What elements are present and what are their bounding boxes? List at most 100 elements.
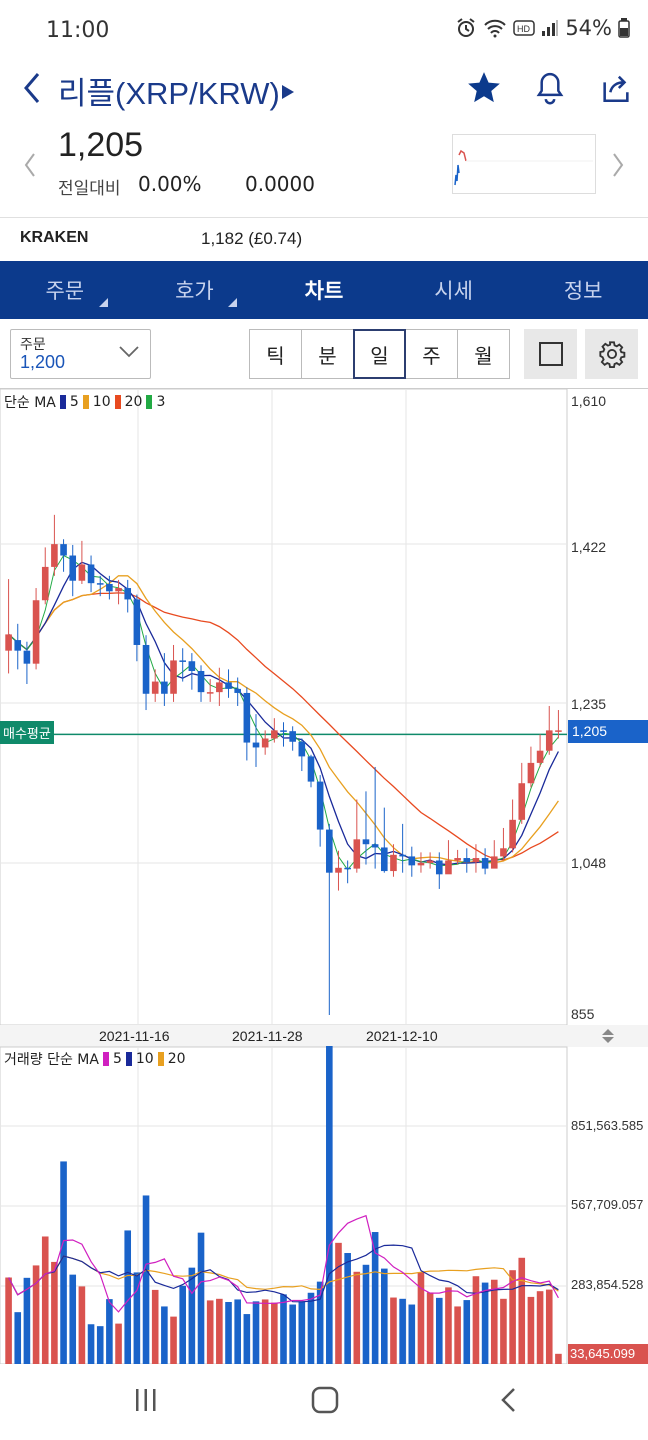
order-dropdown[interactable]: 주문 1,200 [10,329,151,379]
exchange-name: KRAKEN [20,229,89,246]
main-tabs: 주문 호가 차트 시세 정보 [0,261,648,319]
back-icon[interactable] [14,66,50,110]
tab-info[interactable]: 정보 [518,261,648,319]
chart-area[interactable]: 단순 MA 5 10 20 3 1,610 1,422 1,235 1,048 … [0,389,648,1364]
tab-orderbook[interactable]: 호가 [130,261,260,319]
candle-body [170,660,177,694]
current-price-tag: 1,205 [568,720,648,743]
gear-icon [598,341,625,368]
candle-body [23,650,31,664]
y-tick-label: 855 [571,1006,595,1022]
candle-body [435,860,443,875]
page-title[interactable]: 리플(XRP/KRW) [58,76,280,111]
caret-down-icon[interactable] [282,85,294,99]
tab-orderbook-label: 호가 [175,279,214,303]
order-dropdown-value: 1,200 [20,352,66,372]
ma3-swatch [146,395,153,409]
ma20-legend: 20 [124,394,143,410]
fullscreen-square-button[interactable] [524,329,577,379]
last-volume-tag: 33,645.099 [568,1344,648,1364]
period-week[interactable]: 주 [405,329,458,379]
chevron-down-icon [118,344,140,363]
candle-body [151,681,159,694]
volume-bar [197,1232,205,1364]
volume-bar [225,1301,232,1364]
y-tick-label: 1,610 [571,393,607,409]
candle-body [316,781,324,830]
status-time: 11:00 [46,18,110,43]
mini-chart[interactable] [452,134,596,194]
period-month[interactable]: 월 [457,329,510,379]
volume-bar [545,1289,553,1364]
tab-market[interactable]: 시세 [389,261,519,319]
corner-triangle-icon [98,298,108,307]
recent-apps-icon[interactable] [132,1386,160,1418]
tab-chart[interactable]: 차트 [259,261,389,319]
x-tick-label: 2021-12-10 [366,1028,438,1044]
ma20-swatch [114,395,121,409]
volume-bar [170,1316,177,1364]
ma10-legend: 10 [92,394,111,410]
volume-bar [454,1306,461,1364]
exchange-row[interactable]: KRAKEN 1,182 (£0.74) [0,217,648,259]
candle-body [51,544,58,567]
volume-bar [527,1296,535,1364]
price-volume-chart[interactable] [0,389,648,1364]
candle-body [472,858,480,863]
volume-bar [206,1300,214,1364]
candle-body [527,762,535,784]
candle-body [124,588,132,600]
volume-ma-legend-label: 거래량 단순 MA [4,1052,99,1068]
volume-bar [243,1314,251,1364]
share-icon[interactable] [596,66,636,110]
volume-bar [124,1230,132,1364]
volume-bar [381,1268,388,1364]
volume-bar [261,1299,269,1364]
volume-bar [115,1323,122,1364]
order-dropdown-label: 주문 [20,337,46,353]
tab-chart-label: 차트 [304,279,344,303]
system-nav-bar [0,1364,648,1440]
period-day[interactable]: 일 [353,329,406,379]
favorite-star-icon[interactable] [464,66,504,110]
candle-body [252,742,260,748]
volume-bar [307,1292,315,1364]
home-icon[interactable] [311,1386,339,1418]
quote-panel: 1,205 전일대비 0.00% 0.0000 [0,120,648,216]
candle-body [509,819,516,849]
wifi-icon [483,18,507,38]
x-tick-label: 2021-11-28 [232,1028,303,1044]
volume-bar [408,1304,416,1364]
candle-body [106,583,113,592]
candle-body [32,600,40,664]
volume-bar [142,1195,150,1364]
square-icon [538,342,563,366]
volume-ma-legend: 거래량 단순 MA 5 10 20 [4,1049,186,1069]
chart-settings-button[interactable] [585,329,638,379]
exchange-price: 1,182 (£0.74) [201,229,303,248]
volume-bar [234,1299,241,1364]
candle-body [536,750,544,763]
alarm-icon [455,17,477,39]
candle-body [298,741,306,757]
vma10-swatch [125,1052,132,1066]
ma5-legend: 5 [69,394,79,410]
chevron-right-icon[interactable] [608,150,628,180]
back-nav-icon[interactable] [496,1386,520,1418]
volume-bar [426,1292,434,1364]
volume-bar [87,1324,95,1364]
candle-body [5,634,12,651]
candle-body [390,854,397,872]
period-tick[interactable]: 틱 [249,329,302,379]
volume-bar [353,1271,361,1364]
tab-order[interactable]: 주문 [0,261,130,319]
volume-bar [344,1253,351,1364]
bell-icon[interactable] [530,66,570,110]
candle-body [188,661,196,671]
status-icons: HD 54% [455,16,630,40]
chevron-left-icon[interactable] [20,150,40,180]
volume-bar [32,1265,40,1364]
candle-body [399,854,406,857]
candle-body [115,588,122,592]
period-minute[interactable]: 분 [301,329,354,379]
